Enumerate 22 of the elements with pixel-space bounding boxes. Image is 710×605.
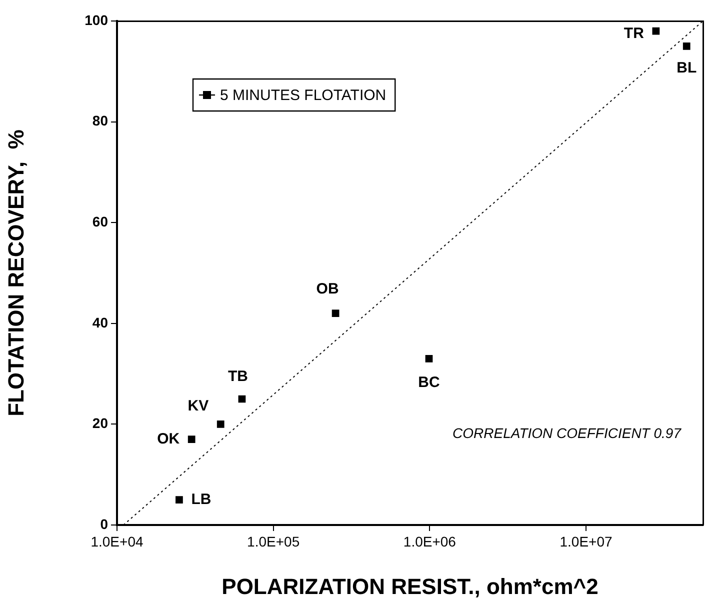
x-tick-label: 1.0E+07 (560, 533, 613, 550)
y-tick-label: 80 (92, 112, 108, 129)
y-tick-label: 20 (92, 415, 108, 432)
x-axis-title: POLARIZATION RESIST., ohm*cm^2 (222, 574, 598, 599)
y-tick-label: 40 (92, 314, 108, 330)
y-tick-label: 60 (92, 213, 108, 230)
y-axis-title: FLOTATION RECOVERY, % (3, 130, 28, 416)
x-tick-label: 1.0E+05 (247, 533, 300, 550)
annotation: TR (624, 25, 644, 42)
annotation: KV (188, 397, 209, 414)
annotation: BL (676, 59, 697, 76)
annotation: TB (228, 368, 248, 386)
x-tick-label: 1.0E+04 (90, 533, 144, 550)
y-tick-label: 0 (100, 516, 108, 532)
annotation: LB (191, 490, 212, 508)
annotation: OK (157, 430, 180, 448)
annotation: CORRELATION COEFFICIENT 0.97 (452, 424, 682, 441)
x-tick-label: 1.0E+06 (403, 533, 456, 550)
annotation: OB (316, 280, 339, 298)
annotation: BC (418, 374, 440, 391)
y-tick-label: 100 (84, 12, 108, 28)
legend-label: 5 MINUTES FLOTATION (220, 87, 386, 104)
